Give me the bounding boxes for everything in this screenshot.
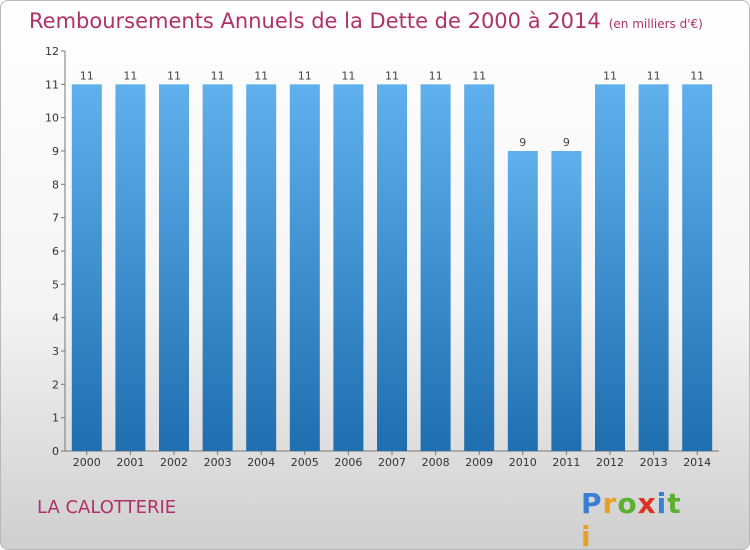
chart-title: Remboursements Annuels de la Dette de 20… — [29, 9, 703, 33]
chart-unit: (en milliers d'€) — [608, 17, 703, 31]
bar — [115, 84, 146, 451]
x-tick-label: 2009 — [465, 456, 493, 469]
y-tick-label: 1 — [52, 412, 59, 425]
x-tick-label: 2003 — [204, 456, 232, 469]
bar — [464, 84, 495, 451]
logo-letter: P — [581, 487, 603, 520]
logo-letter: i — [656, 487, 668, 520]
data-label: 11 — [254, 69, 268, 82]
y-tick-label: 11 — [45, 78, 59, 91]
bar — [551, 151, 582, 451]
y-tick-label: 4 — [52, 312, 59, 325]
x-tick-label: 2000 — [73, 456, 101, 469]
proxiti-logo: Proxiti — [581, 487, 691, 549]
y-tick-label: 7 — [52, 212, 59, 225]
x-tick-label: 2001 — [116, 456, 144, 469]
x-tick-label: 2011 — [552, 456, 580, 469]
bar — [377, 84, 407, 451]
chart-title-text: Remboursements Annuels de la Dette de 20… — [29, 9, 601, 33]
x-tick-label: 2004 — [247, 456, 275, 469]
y-tick-label: 3 — [52, 345, 59, 358]
data-label: 11 — [603, 69, 617, 82]
logo-letter: x — [637, 487, 657, 520]
x-tick-label: 2014 — [683, 456, 711, 469]
data-label: 11 — [341, 69, 355, 82]
bar — [682, 84, 713, 451]
y-tick-label: 0 — [52, 445, 59, 458]
bar — [202, 84, 233, 451]
x-tick-label: 2006 — [334, 456, 362, 469]
bar — [420, 84, 451, 451]
data-label: 11 — [472, 69, 486, 82]
logo-letter: r — [602, 487, 618, 520]
x-tick-label: 2012 — [596, 456, 624, 469]
y-tick-label: 2 — [52, 378, 59, 391]
x-tick-label: 2002 — [160, 456, 188, 469]
data-label: 11 — [385, 69, 399, 82]
y-tick-label: 9 — [52, 145, 59, 158]
data-label: 11 — [298, 69, 312, 82]
bar — [333, 84, 364, 451]
y-tick-label: 5 — [52, 278, 59, 291]
data-label: 11 — [123, 69, 137, 82]
y-tick-label: 10 — [45, 112, 59, 125]
data-label: 11 — [80, 69, 94, 82]
bar — [159, 84, 189, 451]
logo-letter: i — [581, 520, 592, 550]
y-tick-label: 12 — [45, 45, 59, 58]
x-tick-label: 2007 — [378, 456, 406, 469]
bar — [638, 84, 669, 451]
y-tick-label: 8 — [52, 178, 59, 191]
data-label: 9 — [563, 136, 570, 149]
data-label: 11 — [429, 69, 443, 82]
data-label: 11 — [690, 69, 704, 82]
x-tick-label: 2013 — [640, 456, 668, 469]
y-tick-label: 6 — [52, 245, 59, 258]
data-label: 11 — [647, 69, 661, 82]
bar — [71, 84, 102, 451]
commune-name: LA CALOTTERIE — [37, 497, 177, 518]
bar — [595, 84, 625, 451]
data-label: 11 — [167, 69, 181, 82]
bar — [507, 151, 538, 451]
data-label: 11 — [211, 69, 225, 82]
bar — [246, 84, 277, 451]
bar — [289, 84, 320, 451]
logo-letter: o — [617, 487, 638, 520]
x-tick-label: 2010 — [509, 456, 537, 469]
x-tick-label: 2008 — [422, 456, 450, 469]
logo-letter: t — [667, 487, 682, 520]
data-label: 9 — [519, 136, 526, 149]
x-tick-label: 2005 — [291, 456, 319, 469]
